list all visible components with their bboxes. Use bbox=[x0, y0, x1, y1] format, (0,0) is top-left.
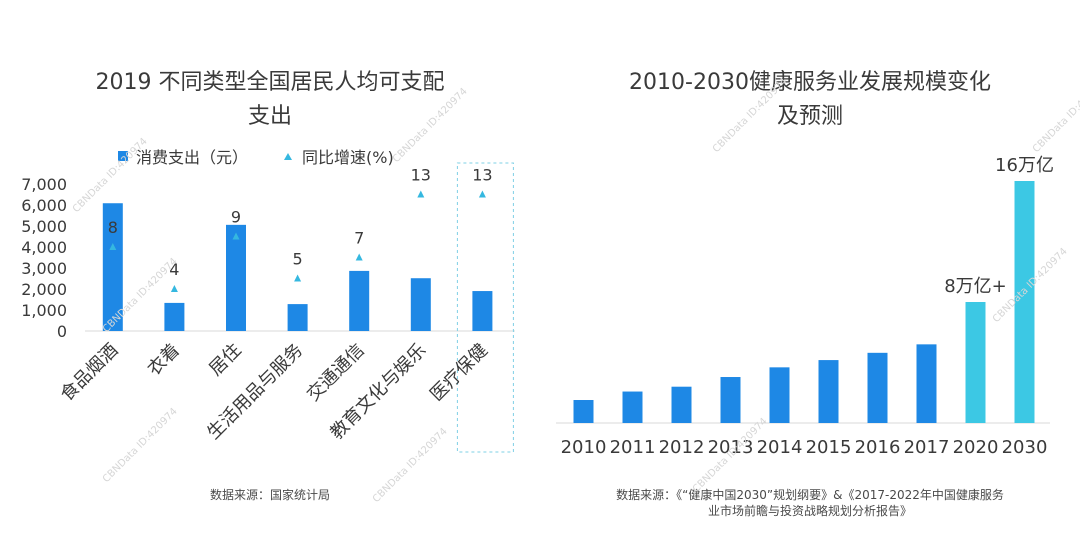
bar-data-label: 16万亿 bbox=[995, 155, 1054, 176]
legend-bar-label: 消费支出（元） bbox=[136, 148, 249, 167]
bar bbox=[769, 367, 790, 423]
forecast-bar bbox=[965, 302, 986, 423]
bar bbox=[102, 203, 123, 331]
growth-marker bbox=[355, 253, 363, 261]
growth-marker bbox=[417, 190, 425, 198]
x-year-label: 2030 bbox=[1002, 437, 1048, 458]
x-year-label: 2013 bbox=[708, 437, 754, 458]
bar bbox=[226, 224, 246, 331]
growth-marker bbox=[170, 285, 178, 292]
y-tick-label: 6,000 bbox=[21, 196, 67, 215]
bar bbox=[622, 391, 643, 423]
right-chart-source: 数据来源：《“健康中国2030”规划纲要》&《2017-2022年中国健康服务 … bbox=[540, 487, 1080, 519]
bar bbox=[410, 278, 431, 331]
left-title-line1: 2019 不同类型全国居民人均可支配 bbox=[95, 70, 445, 95]
bar-data-label: 8万亿+ bbox=[944, 276, 1007, 297]
x-year-label: 2015 bbox=[806, 437, 852, 458]
bar bbox=[472, 291, 493, 331]
growth-label: 13 bbox=[411, 166, 431, 185]
left-title-line2: 支出 bbox=[247, 104, 292, 129]
bar bbox=[916, 344, 937, 423]
growth-label: 5 bbox=[293, 250, 303, 269]
left-chart-source: 数据来源：国家统计局 bbox=[209, 488, 330, 502]
y-tick-label: 5,000 bbox=[21, 217, 67, 236]
growth-label: 13 bbox=[472, 166, 492, 185]
x-category-label: 居住 bbox=[205, 340, 245, 380]
x-year-label: 2011 bbox=[610, 437, 656, 458]
bar bbox=[287, 304, 308, 331]
y-tick-label: 7,000 bbox=[21, 175, 67, 194]
x-year-label: 2020 bbox=[953, 437, 999, 458]
right-source-line1: 数据来源：《“健康中国2030”规划纲要》&《2017-2022年中国健康服务 bbox=[616, 488, 1004, 502]
y-tick-label: 1,000 bbox=[21, 301, 67, 320]
bar bbox=[164, 302, 185, 331]
y-tick-label: 4,000 bbox=[21, 238, 67, 257]
x-category-label: 医疗保健 bbox=[426, 340, 492, 406]
right-chart-title: 2010-2030健康服务业发展规模变化 及预测 bbox=[560, 66, 1060, 134]
right-title-line2: 及预测 bbox=[776, 104, 843, 129]
legend-marker-label: 同比增速(%) bbox=[302, 148, 394, 167]
bar bbox=[720, 377, 741, 423]
y-tick-label: 0 bbox=[57, 322, 67, 341]
x-year-label: 2016 bbox=[855, 437, 901, 458]
bar bbox=[573, 400, 594, 423]
x-category-label: 衣着 bbox=[144, 340, 184, 380]
growth-marker bbox=[294, 274, 302, 282]
x-year-label: 2012 bbox=[659, 437, 705, 458]
x-year-label: 2017 bbox=[904, 437, 950, 458]
highlight-box bbox=[456, 162, 514, 453]
growth-marker bbox=[109, 243, 117, 250]
legend-bar-swatch bbox=[118, 151, 128, 161]
bar bbox=[349, 270, 370, 331]
growth-label: 7 bbox=[354, 229, 364, 248]
growth-label: 9 bbox=[231, 208, 241, 227]
growth-label: 4 bbox=[169, 260, 179, 279]
forecast-bar bbox=[1014, 181, 1035, 423]
y-tick-label: 2,000 bbox=[21, 280, 67, 299]
growth-marker bbox=[232, 232, 240, 240]
right-source-line2: 业市场前瞻与投资战略规划分析报告》 bbox=[707, 504, 912, 518]
left-chart-legend: 消费支出（元） 同比增速(%) bbox=[118, 144, 394, 168]
x-year-label: 2014 bbox=[757, 437, 803, 458]
left-chart-title: 2019 不同类型全国居民人均可支配 支出 bbox=[40, 66, 500, 134]
growth-label: 8 bbox=[108, 218, 118, 237]
bar bbox=[818, 360, 839, 423]
right-title-line1: 2010-2030健康服务业发展规模变化 bbox=[629, 70, 991, 95]
bar bbox=[671, 386, 692, 423]
growth-marker bbox=[478, 190, 486, 198]
bar bbox=[867, 352, 888, 423]
legend-marker-icon bbox=[284, 152, 293, 160]
x-year-label: 2010 bbox=[561, 437, 607, 458]
x-category-label: 食品烟酒 bbox=[57, 340, 123, 406]
y-tick-label: 3,000 bbox=[21, 259, 67, 278]
